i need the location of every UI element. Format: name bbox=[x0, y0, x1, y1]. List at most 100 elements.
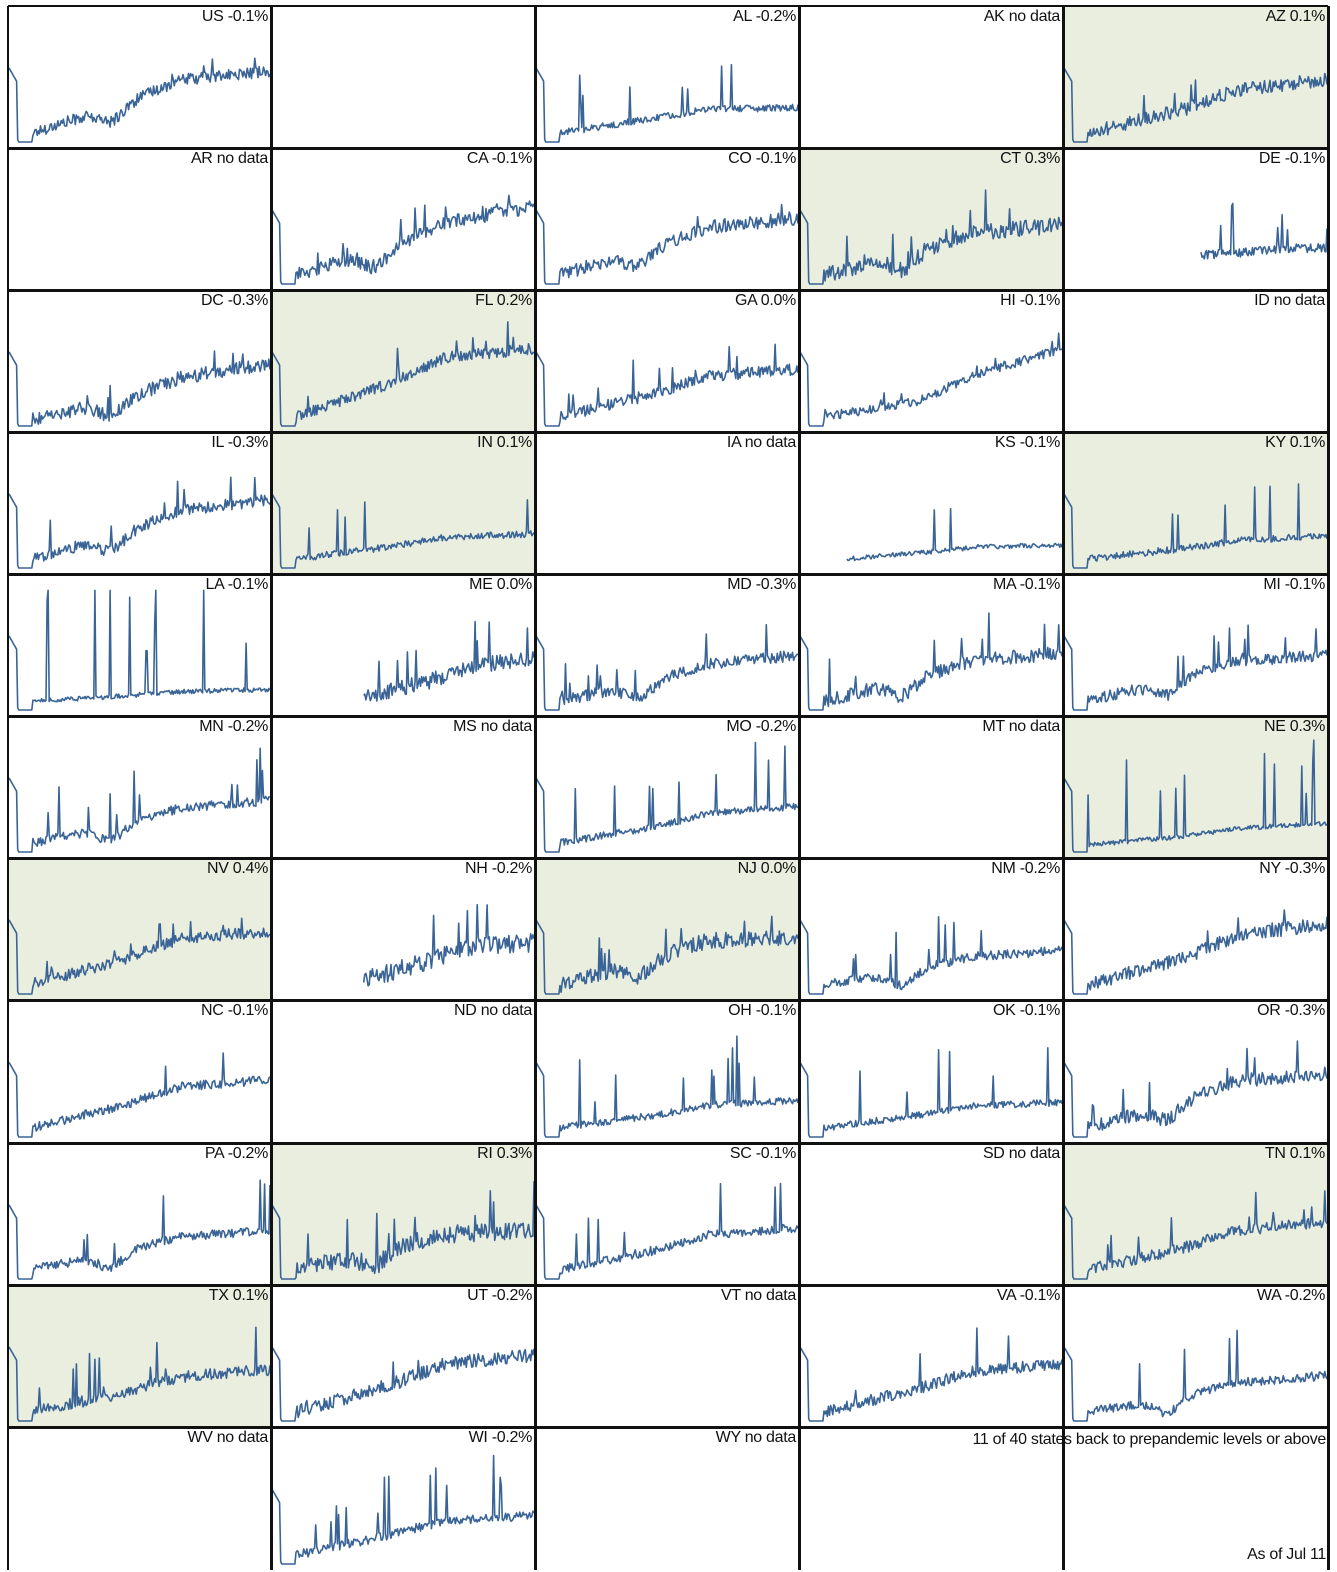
grid-hline bbox=[8, 1142, 1328, 1145]
panel-us: US -0.1% bbox=[8, 6, 271, 148]
sparkline-al bbox=[535, 63, 799, 143]
panel-label: NV 0.4% bbox=[206, 860, 268, 877]
sparkline-nm bbox=[799, 916, 1063, 995]
sparkline-va bbox=[799, 1327, 1063, 1422]
sparkline-tn bbox=[1063, 1190, 1328, 1280]
panel-label: MN -0.2% bbox=[199, 718, 268, 735]
series-line-tn bbox=[1063, 1190, 1328, 1280]
sparkline-nv bbox=[8, 917, 271, 995]
series-line-ky bbox=[1063, 483, 1328, 569]
panel-in: IN 0.1% bbox=[271, 432, 535, 574]
panel-label: IA no data bbox=[726, 434, 796, 451]
panel-nm: NM -0.2% bbox=[799, 858, 1063, 1000]
grid-vline bbox=[270, 6, 273, 1570]
panel-wa: WA -0.2% bbox=[1063, 1285, 1328, 1427]
panel-ne: NE 0.3% bbox=[1063, 716, 1328, 858]
series-line-il bbox=[8, 476, 271, 569]
series-line-la bbox=[8, 589, 271, 711]
series-line-or bbox=[1063, 1040, 1328, 1138]
panel-label: MI -0.1% bbox=[1263, 576, 1325, 593]
series-line-sc bbox=[535, 1182, 799, 1280]
as-of-date: As of Jul 11 bbox=[1247, 1546, 1326, 1563]
panel-mn: MN -0.2% bbox=[8, 716, 271, 858]
series-line-ct bbox=[799, 189, 1063, 285]
series-line-ut bbox=[271, 1346, 535, 1422]
panel-label: ND no data bbox=[454, 1002, 532, 1019]
panel-ma: MA -0.1% bbox=[799, 574, 1063, 716]
sparkline-ca bbox=[271, 194, 535, 285]
panel-label: KY 0.1% bbox=[1265, 434, 1325, 451]
panel-id: ID no data bbox=[1063, 290, 1328, 432]
panel-nd: ND no data bbox=[271, 1000, 535, 1143]
panel-label: TX 0.1% bbox=[208, 1287, 269, 1304]
grid-hline bbox=[8, 147, 1328, 150]
panel-nc: NC -0.1% bbox=[8, 1000, 271, 1143]
panel-label: DC -0.3% bbox=[201, 292, 268, 309]
grid-vline bbox=[798, 6, 801, 1570]
series-line-nj bbox=[535, 915, 799, 995]
panel-mo: MO -0.2% bbox=[535, 716, 799, 858]
panel-label: WY no data bbox=[715, 1429, 797, 1446]
panel-label: ME 0.0% bbox=[469, 576, 532, 593]
sparkline-nj bbox=[535, 915, 799, 995]
series-line-az bbox=[1063, 67, 1328, 143]
sparkline-ma bbox=[799, 612, 1063, 711]
grid-hline bbox=[8, 1426, 1328, 1429]
panel-label: FL 0.2% bbox=[475, 292, 532, 309]
sparkline-ri bbox=[271, 1181, 535, 1280]
series-line-wi bbox=[271, 1454, 535, 1565]
series-line-hi bbox=[799, 332, 1063, 427]
panel-label: OK -0.1% bbox=[993, 1002, 1060, 1019]
sparkline-pa bbox=[8, 1179, 271, 1280]
panel-label: WA -0.2% bbox=[1256, 1287, 1325, 1304]
grid-hline bbox=[8, 289, 1328, 292]
sparkline-sc bbox=[535, 1182, 799, 1280]
panel-ms: MS no data bbox=[271, 716, 535, 858]
sparkline-or bbox=[1063, 1040, 1328, 1138]
panel-ut: UT -0.2% bbox=[271, 1285, 535, 1427]
sparkline-us bbox=[8, 57, 271, 143]
sparkline-ky bbox=[1063, 483, 1328, 569]
series-line-ca bbox=[271, 194, 535, 285]
panel-fl: FL 0.2% bbox=[271, 290, 535, 432]
series-line-dc bbox=[8, 350, 271, 427]
panel-co: CO -0.1% bbox=[535, 148, 799, 290]
panel-va: VA -0.1% bbox=[799, 1285, 1063, 1427]
panel-empty bbox=[271, 6, 535, 148]
series-line-va bbox=[799, 1327, 1063, 1422]
panel-label: VT no data bbox=[721, 1287, 796, 1304]
panel-label: CA -0.1% bbox=[466, 150, 532, 167]
sparkline-co bbox=[535, 203, 799, 285]
panel-la: LA -0.1% bbox=[8, 574, 271, 716]
panel-az: AZ 0.1% bbox=[1063, 6, 1328, 148]
panel-pa: PA -0.2% bbox=[8, 1143, 271, 1285]
sparkline-ct bbox=[799, 189, 1063, 285]
series-line-de bbox=[1200, 202, 1328, 260]
panel-label: GA 0.0% bbox=[734, 292, 796, 309]
panel-label: ID no data bbox=[1254, 292, 1325, 309]
grid-hline bbox=[8, 573, 1328, 576]
panel-ar: AR no data bbox=[8, 148, 271, 290]
sparkline-in bbox=[271, 493, 535, 569]
sparkline-me bbox=[363, 620, 535, 702]
panel-ri: RI 0.3% bbox=[271, 1143, 535, 1285]
panel-wv: WV no data bbox=[8, 1427, 271, 1570]
sparkline-hi bbox=[799, 332, 1063, 427]
sparkline-mi bbox=[1063, 624, 1328, 711]
panel-label: IL -0.3% bbox=[211, 434, 268, 451]
series-line-in bbox=[271, 493, 535, 569]
sparkline-ok bbox=[799, 1047, 1063, 1138]
series-line-co bbox=[535, 203, 799, 285]
sparkline-de bbox=[1200, 202, 1328, 260]
panel-label: DE -0.1% bbox=[1258, 150, 1325, 167]
sparkline-ne bbox=[1063, 739, 1328, 853]
panel-label: NH -0.2% bbox=[465, 860, 532, 877]
panel-mi: MI -0.1% bbox=[1063, 574, 1328, 716]
panel-label: AL -0.2% bbox=[733, 8, 796, 25]
panel-md: MD -0.3% bbox=[535, 574, 799, 716]
panel-label: IN 0.1% bbox=[477, 434, 532, 451]
panel-label: LA -0.1% bbox=[205, 576, 268, 593]
grid-hline bbox=[8, 715, 1328, 718]
series-line-nh bbox=[362, 903, 535, 987]
sparkline-md bbox=[535, 623, 799, 711]
